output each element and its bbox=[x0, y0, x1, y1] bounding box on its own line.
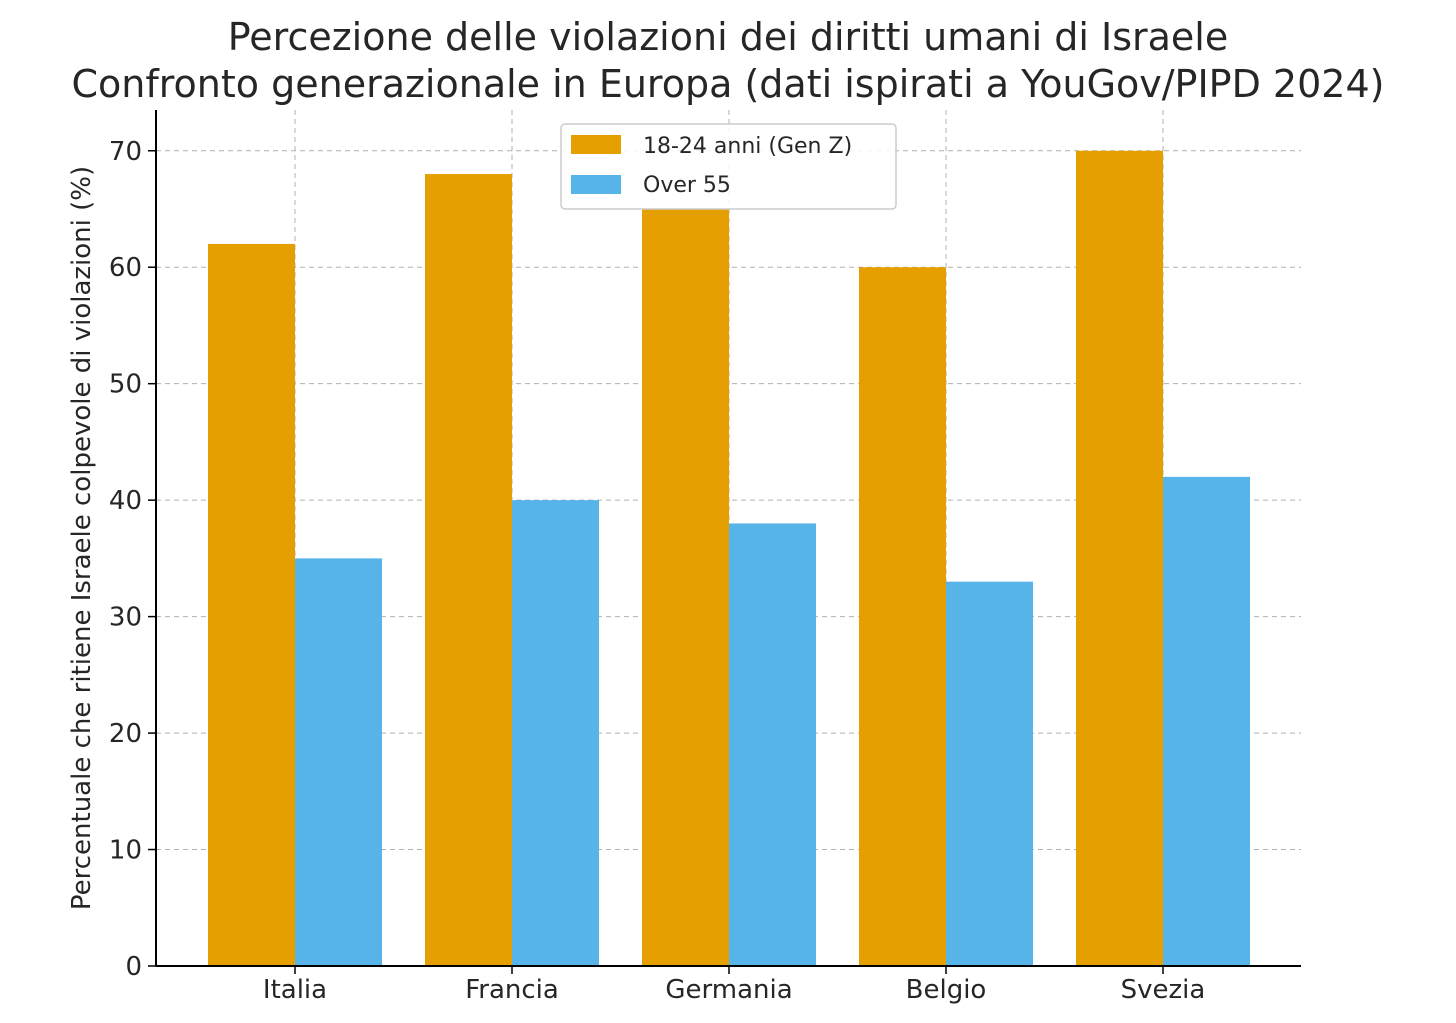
ticks: 0 10 20 30 40 50 60 70 Italia Francia Germania Belg… bbox=[109, 137, 1205, 1005]
bar-gen-z-belgio bbox=[859, 267, 946, 966]
x-tick-label: Italia bbox=[263, 975, 327, 1005]
y-tick-label: 50 bbox=[109, 370, 142, 400]
bars bbox=[208, 150, 1250, 967]
x-tick-label: Francia bbox=[465, 975, 559, 1005]
bar-gen-z-germania bbox=[642, 208, 729, 967]
chart-title: Percezione delle violazioni dei diritti … bbox=[72, 15, 1385, 106]
y-axis-label: Percentuale che ritiene Israele colpevol… bbox=[67, 166, 97, 910]
legend-swatch-gen-z bbox=[571, 135, 621, 154]
y-tick-label: 0 bbox=[125, 952, 142, 982]
bar-over-55-svezia bbox=[1163, 476, 1250, 966]
x-tick-label: Svezia bbox=[1121, 975, 1206, 1005]
x-tick-label: Germania bbox=[665, 975, 792, 1005]
legend: 18-24 anni (Gen Z) Over 55 bbox=[560, 123, 897, 210]
bar-over-55-francia bbox=[512, 500, 599, 966]
x-tick-label: Belgio bbox=[906, 975, 987, 1005]
legend-swatch-over-55 bbox=[571, 175, 621, 194]
y-tick-label: 40 bbox=[109, 486, 142, 516]
bar-gen-z-svezia bbox=[1076, 150, 1163, 966]
bar-over-55-italia bbox=[295, 558, 382, 966]
bar-over-55-belgio bbox=[946, 581, 1033, 966]
y-tick-label: 70 bbox=[109, 137, 142, 167]
chart-title-line-1: Percezione delle violazioni dei diritti … bbox=[228, 15, 1229, 59]
bar-gen-z-francia bbox=[425, 174, 512, 966]
bar-gen-z-italia bbox=[208, 243, 295, 966]
legend-label-gen-z: 18-24 anni (Gen Z) bbox=[643, 134, 852, 159]
y-tick-label: 30 bbox=[109, 603, 142, 633]
bar-over-55-germania bbox=[729, 523, 816, 966]
y-tick-label: 60 bbox=[109, 253, 142, 283]
chart-title-line-2: Confronto generazionale in Europa (dati … bbox=[72, 62, 1385, 106]
legend-frame bbox=[560, 123, 897, 210]
y-tick-label: 20 bbox=[109, 719, 142, 749]
legend-label-over-55: Over 55 bbox=[643, 173, 731, 198]
y-tick-label: 10 bbox=[109, 836, 142, 866]
